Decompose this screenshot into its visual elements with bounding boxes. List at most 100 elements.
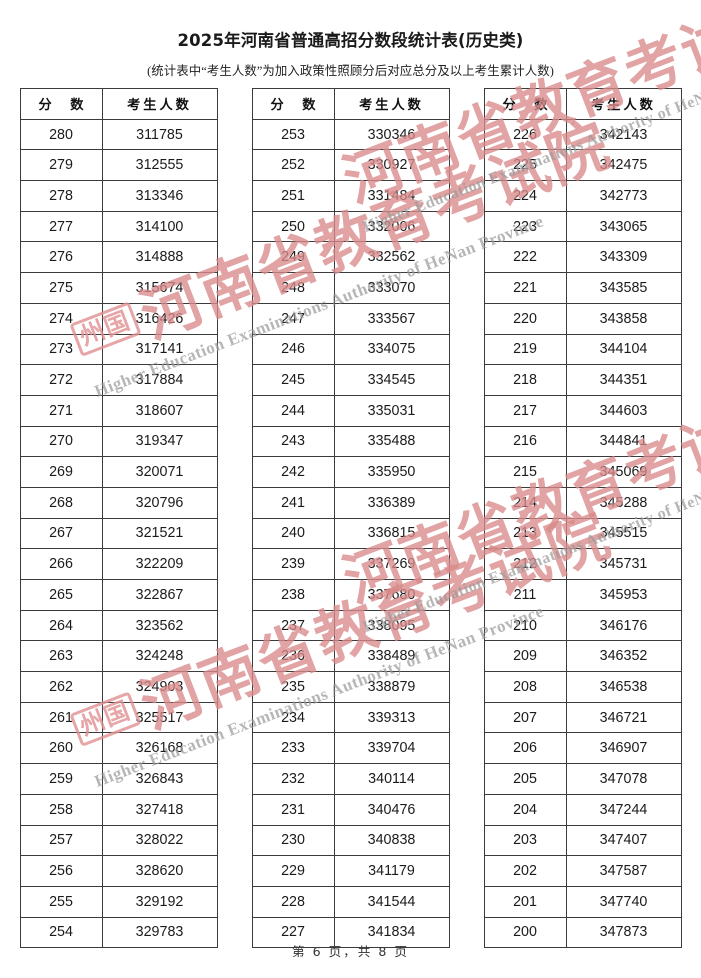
table-row: 271 318607 bbox=[19, 394, 218, 427]
cell-count: 335488 bbox=[333, 425, 450, 458]
cell-score: 206 bbox=[483, 732, 567, 765]
table-row: 258 327418 bbox=[19, 793, 218, 826]
cell-count: 342143 bbox=[565, 118, 682, 151]
table-row: 239 337269 bbox=[251, 548, 450, 580]
cell-score: 227 bbox=[251, 916, 335, 949]
column-header-count: 考生人数 bbox=[333, 88, 450, 120]
table-row: 221 343585 bbox=[483, 272, 682, 304]
table-row: 228 341544 bbox=[251, 885, 450, 918]
cell-count: 341179 bbox=[333, 855, 450, 887]
cell-score: 232 bbox=[251, 763, 335, 795]
cell-score: 271 bbox=[19, 394, 103, 427]
table-row: 234 339313 bbox=[251, 701, 450, 734]
cell-count: 347078 bbox=[565, 763, 682, 795]
table-row: 273 317141 bbox=[19, 333, 218, 366]
cell-count: 330927 bbox=[333, 149, 450, 182]
cell-score: 258 bbox=[19, 793, 103, 826]
cell-count: 347407 bbox=[565, 824, 682, 857]
cell-count: 334545 bbox=[333, 364, 450, 396]
cell-count: 332006 bbox=[333, 210, 450, 243]
cell-score: 279 bbox=[19, 149, 103, 182]
cell-count: 343585 bbox=[565, 272, 682, 304]
table-row: 209 346352 bbox=[483, 640, 682, 673]
cell-count: 344351 bbox=[565, 364, 682, 396]
cell-score: 203 bbox=[483, 824, 567, 857]
table-row: 259 326843 bbox=[19, 763, 218, 795]
table-row: 263 324248 bbox=[19, 640, 218, 673]
cell-score: 272 bbox=[19, 364, 103, 396]
cell-score: 270 bbox=[19, 425, 103, 458]
cell-count: 317884 bbox=[101, 364, 218, 396]
cell-score: 261 bbox=[19, 701, 103, 734]
cell-count: 346538 bbox=[565, 671, 682, 703]
table-row: 267 321521 bbox=[19, 517, 218, 550]
cell-count: 342475 bbox=[565, 149, 682, 182]
cell-count: 338095 bbox=[333, 609, 450, 642]
table-row: 276 314888 bbox=[19, 241, 218, 274]
cell-count: 320796 bbox=[101, 486, 218, 519]
cell-score: 207 bbox=[483, 701, 567, 734]
cell-score: 263 bbox=[19, 640, 103, 673]
cell-score: 236 bbox=[251, 640, 335, 673]
column-header-score: 分 数 bbox=[19, 88, 103, 120]
table-row: 236 338489 bbox=[251, 640, 450, 673]
cell-count: 329783 bbox=[101, 916, 218, 949]
cell-count: 346907 bbox=[565, 732, 682, 765]
cell-score: 223 bbox=[483, 210, 567, 243]
cell-count: 313346 bbox=[101, 180, 218, 212]
cell-score: 254 bbox=[19, 916, 103, 949]
table-row: 265 322867 bbox=[19, 579, 218, 611]
cell-count: 340476 bbox=[333, 793, 450, 826]
cell-score: 260 bbox=[19, 732, 103, 765]
cell-count: 322867 bbox=[101, 579, 218, 611]
column-header-score: 分 数 bbox=[251, 88, 335, 120]
cell-score: 211 bbox=[483, 579, 567, 611]
table-row: 213 345515 bbox=[483, 517, 682, 550]
cell-score: 269 bbox=[19, 456, 103, 488]
table-row: 206 346907 bbox=[483, 732, 682, 765]
cell-count: 341544 bbox=[333, 885, 450, 918]
cell-count: 336389 bbox=[333, 486, 450, 519]
cell-score: 251 bbox=[251, 180, 335, 212]
cell-count: 339313 bbox=[333, 701, 450, 734]
cell-count: 345288 bbox=[565, 486, 682, 519]
cell-score: 220 bbox=[483, 302, 567, 335]
table-row: 257 328022 bbox=[19, 824, 218, 857]
cell-score: 277 bbox=[19, 210, 103, 243]
cell-score: 249 bbox=[251, 241, 335, 274]
table-row: 231 340476 bbox=[251, 793, 450, 826]
cell-score: 243 bbox=[251, 425, 335, 458]
table-row: 262 324903 bbox=[19, 671, 218, 703]
cell-count: 318607 bbox=[101, 394, 218, 427]
table-row: 207 346721 bbox=[483, 701, 682, 734]
cell-count: 336815 bbox=[333, 517, 450, 550]
table-row: 203 347407 bbox=[483, 824, 682, 857]
cell-score: 276 bbox=[19, 241, 103, 274]
cell-count: 346721 bbox=[565, 701, 682, 734]
table-row: 217 344603 bbox=[483, 394, 682, 427]
cell-count: 319347 bbox=[101, 425, 218, 458]
cell-count: 343309 bbox=[565, 241, 682, 274]
cell-score: 240 bbox=[251, 517, 335, 550]
cell-score: 245 bbox=[251, 364, 335, 396]
table-row: 237 338095 bbox=[251, 609, 450, 642]
cell-score: 212 bbox=[483, 548, 567, 580]
table-row: 241 336389 bbox=[251, 486, 450, 519]
cell-score: 214 bbox=[483, 486, 567, 519]
table-row: 269 320071 bbox=[19, 456, 218, 488]
table-row: 219 344104 bbox=[483, 333, 682, 366]
cell-count: 334075 bbox=[333, 333, 450, 366]
cell-count: 343065 bbox=[565, 210, 682, 243]
cell-score: 225 bbox=[483, 149, 567, 182]
table-row: 201 347740 bbox=[483, 885, 682, 918]
cell-count: 328022 bbox=[101, 824, 218, 857]
cell-score: 247 bbox=[251, 302, 335, 335]
cell-count: 341834 bbox=[333, 916, 450, 949]
cell-count: 337680 bbox=[333, 579, 450, 611]
table-row: 246 334075 bbox=[251, 333, 450, 366]
cell-score: 205 bbox=[483, 763, 567, 795]
table-header-row: 分 数考生人数 bbox=[483, 88, 682, 120]
cell-score: 268 bbox=[19, 486, 103, 519]
table-row: 223 343065 bbox=[483, 210, 682, 243]
table-row: 240 336815 bbox=[251, 517, 450, 550]
